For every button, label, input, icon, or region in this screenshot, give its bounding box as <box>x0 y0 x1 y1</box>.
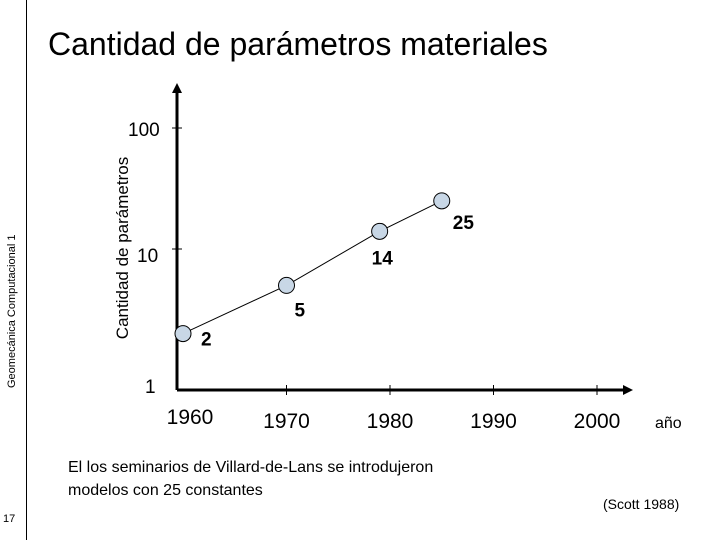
data-point <box>278 276 295 294</box>
x-tick-label: 1970 <box>263 410 310 433</box>
series-line <box>182 200 442 335</box>
x-tick-label: 1960 <box>167 406 214 429</box>
data-point <box>371 222 389 240</box>
data-label: 5 <box>295 300 306 321</box>
y-tick-label: 100 <box>128 120 160 141</box>
data-point <box>433 192 451 210</box>
x-tick-label: 1990 <box>470 410 517 433</box>
data-point <box>174 325 192 343</box>
x-tick-label: 2000 <box>574 410 621 433</box>
slide-title: Cantidad de parámetros materiales <box>48 26 548 62</box>
data-label: 25 <box>453 213 475 234</box>
sidebar-rule <box>26 0 27 540</box>
x-tick-label: 1980 <box>367 410 414 433</box>
data-label: 2 <box>201 330 212 351</box>
footnote-text: El los seminarios de Villard-de-Lans se … <box>68 459 434 499</box>
x-axis-title: año <box>655 415 682 432</box>
y-axis-title: Cantidad de parámetros <box>113 157 132 339</box>
y-tick-label: 1 <box>145 377 156 398</box>
y-tick-label: 10 <box>137 246 158 267</box>
data-label: 14 <box>372 248 394 269</box>
slide-number: 17 <box>3 513 16 525</box>
citation: (Scott 1988) <box>603 496 680 512</box>
